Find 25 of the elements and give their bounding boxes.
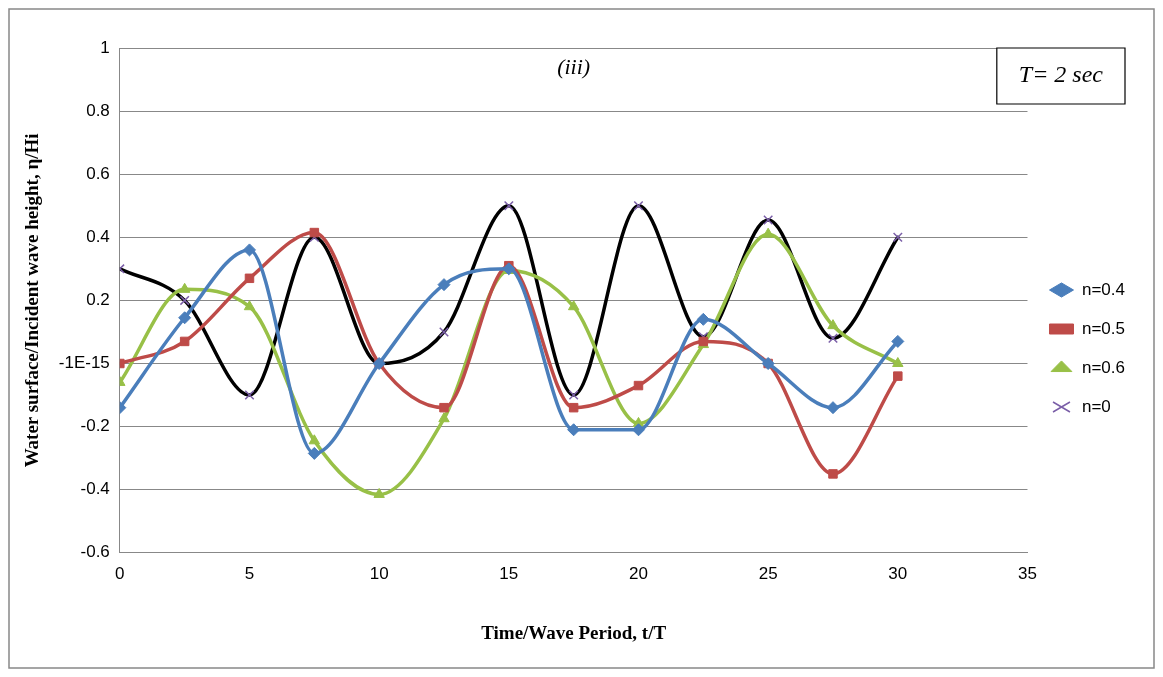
y-tick-label: -1E-15 <box>58 353 110 373</box>
y-tick-label: 0.4 <box>86 226 110 246</box>
x-tick-label: 0 <box>115 563 125 583</box>
legend-label: n=0.4 <box>1081 279 1125 299</box>
annotation: T= 2 sec <box>1018 61 1104 88</box>
x-tick-label: 25 <box>758 563 778 583</box>
legend-label: n=0.6 <box>1081 357 1125 377</box>
x-tick-label: 15 <box>499 563 519 583</box>
y-tick-label: 0.6 <box>86 163 110 183</box>
y-tick-label: -0.4 <box>80 479 110 499</box>
y-axis-title: Water surface/Incident wave height, η/Hi <box>21 133 43 468</box>
y-tick-label: 0.8 <box>86 100 110 120</box>
y-tick-label: 1 <box>100 37 110 57</box>
y-tick-label: -0.6 <box>80 542 110 562</box>
legend-label: n=0 <box>1081 396 1111 416</box>
y-tick-label: 0.2 <box>86 290 110 310</box>
x-tick-label: 30 <box>888 563 908 583</box>
y-tick-label: -0.2 <box>80 416 110 436</box>
x-tick-label: 5 <box>244 563 255 583</box>
chart-title: (iii) <box>557 53 591 79</box>
legend-label: n=0.5 <box>1081 318 1125 338</box>
x-axis-title: Time/Wave Period, t/T <box>481 621 667 643</box>
x-tick-label: 20 <box>629 563 648 583</box>
x-tick-label: 35 <box>1018 563 1037 583</box>
x-tick-label: 10 <box>369 563 389 583</box>
